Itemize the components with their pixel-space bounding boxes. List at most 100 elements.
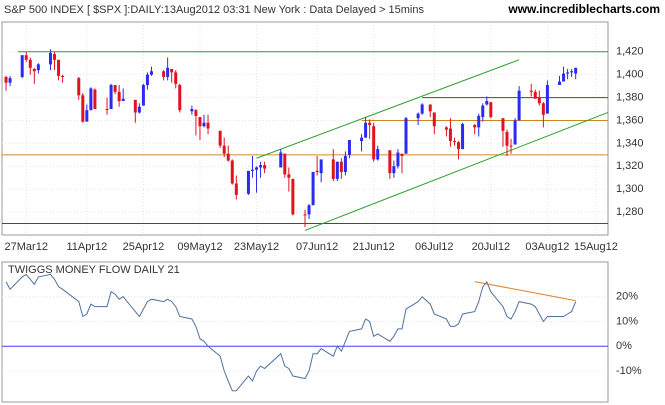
candle-body xyxy=(541,103,545,115)
y-tick-label: 1,420 xyxy=(616,46,644,58)
candle-body xyxy=(28,59,32,68)
candle-body xyxy=(477,115,481,128)
candle-body xyxy=(513,120,517,145)
candle-body xyxy=(473,125,477,128)
candle-body xyxy=(230,160,234,184)
plot-frame xyxy=(1,261,609,403)
candle-body xyxy=(255,167,259,170)
candle-body xyxy=(8,78,12,83)
candle-body xyxy=(331,159,335,179)
candle-body xyxy=(190,109,194,112)
candle-body xyxy=(109,84,113,110)
candle-body xyxy=(368,122,372,126)
candle-body xyxy=(343,155,347,173)
x-tick-label: 06Jul12 xyxy=(415,241,454,253)
y-tick-label: 1,320 xyxy=(616,160,644,172)
candle-body xyxy=(319,159,323,174)
candle-body xyxy=(36,64,40,71)
candle-body xyxy=(283,153,287,175)
candle-body xyxy=(141,84,145,106)
y-tick-label: 1,300 xyxy=(616,183,644,195)
chart-title: S&P 500 INDEX [ $SPX ]:DAILY:13Aug2012 0… xyxy=(4,4,424,16)
candle-body xyxy=(481,105,485,118)
x-tick-label: 27Mar12 xyxy=(5,241,48,253)
candle-body xyxy=(533,91,537,99)
candle-body xyxy=(174,72,178,84)
candle-body xyxy=(364,122,368,138)
x-tick-label: 25Apr12 xyxy=(123,241,165,253)
candle-body xyxy=(170,68,174,73)
candle-body xyxy=(234,183,238,195)
y-tick-label: 10% xyxy=(616,315,638,327)
candle-body xyxy=(218,130,222,146)
candle-body xyxy=(279,152,283,168)
candle-body xyxy=(485,101,489,105)
candle-body xyxy=(392,166,396,174)
candle-body xyxy=(113,84,117,92)
candle-body xyxy=(61,75,65,77)
indicator-title: TWIGGS MONEY FLOW DAILY 21 xyxy=(8,264,180,276)
candle-body xyxy=(432,112,436,127)
candle-body xyxy=(149,71,153,75)
candle-body xyxy=(48,52,52,65)
candle-body xyxy=(121,98,125,102)
candle-body xyxy=(529,90,533,92)
candle-body xyxy=(400,153,404,156)
candle-body xyxy=(24,55,28,60)
money-flow-line xyxy=(5,273,577,392)
candle-body xyxy=(77,78,81,96)
candle-body xyxy=(376,149,380,160)
candle-body xyxy=(545,84,549,114)
candle-body xyxy=(206,122,210,129)
candle-body xyxy=(4,76,8,83)
candle-body xyxy=(339,161,343,173)
candle-body xyxy=(32,68,36,72)
y-tick-label: 1,400 xyxy=(616,69,644,81)
candle-body xyxy=(246,170,250,194)
candle-body xyxy=(259,165,263,168)
candle-body xyxy=(452,141,456,143)
candle-body xyxy=(145,74,149,85)
candle-body xyxy=(137,106,141,113)
candle-body xyxy=(303,214,307,216)
candle-body xyxy=(20,55,24,77)
candle-body xyxy=(222,145,226,154)
candle-body xyxy=(226,153,230,161)
candle-body xyxy=(89,88,93,111)
trend-line xyxy=(474,281,576,302)
candle-body xyxy=(81,95,85,122)
candle-body xyxy=(457,142,461,150)
candle-body xyxy=(133,99,137,113)
candle-body xyxy=(263,165,267,169)
candle-body xyxy=(420,104,424,114)
y-tick-label: 1,280 xyxy=(616,206,644,218)
candle-body xyxy=(461,123,465,150)
y-tick-label: 0% xyxy=(616,340,632,352)
candle-body xyxy=(335,161,339,179)
candle-body xyxy=(347,139,351,155)
candle-body xyxy=(198,117,202,127)
candle-body xyxy=(372,126,376,160)
trend-line xyxy=(304,112,609,231)
candle-body xyxy=(396,152,400,167)
candle-body xyxy=(291,178,295,215)
candle-body xyxy=(85,110,89,122)
candle-body xyxy=(311,172,315,206)
x-tick-label: 23May12 xyxy=(234,241,279,253)
y-tick-label: 1,380 xyxy=(616,91,644,103)
x-tick-label: 07Jun12 xyxy=(296,241,338,253)
y-tick-label: 1,360 xyxy=(616,114,644,126)
x-tick-label: 21Jun12 xyxy=(353,241,395,253)
candle-body xyxy=(166,67,170,77)
candle-body xyxy=(489,102,493,118)
candle-body xyxy=(117,91,121,102)
candle-body xyxy=(509,145,513,147)
candle-body xyxy=(562,73,566,82)
candle-body xyxy=(388,150,392,174)
source-link: www.incrediblecharts.com xyxy=(507,2,660,16)
candle-body xyxy=(287,174,291,178)
candle-body xyxy=(307,205,311,215)
x-tick-label: 11Apr12 xyxy=(66,241,107,253)
candle-body xyxy=(537,97,541,104)
